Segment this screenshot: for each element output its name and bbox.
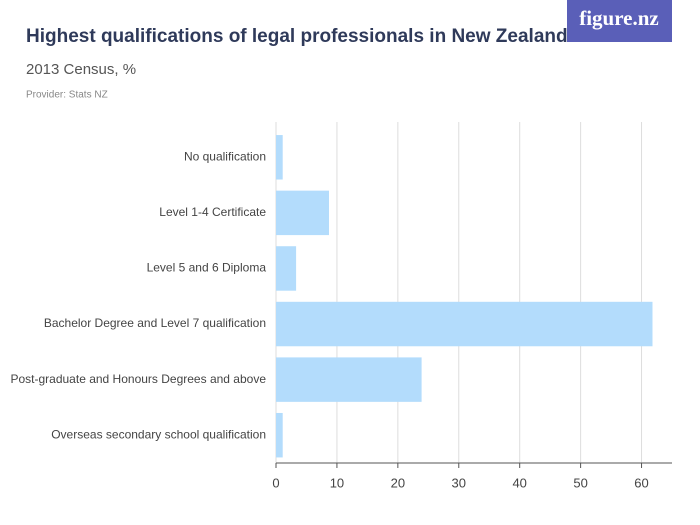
bar bbox=[276, 301, 653, 347]
y-tick-label: Level 5 and 6 Diploma bbox=[147, 261, 267, 275]
bar bbox=[276, 190, 330, 236]
chart-title: Highest qualifications of legal professi… bbox=[26, 26, 568, 47]
bar bbox=[276, 357, 422, 402]
y-tick-label: Bachelor Degree and Level 7 qualificatio… bbox=[44, 316, 266, 330]
chart-source: Provider: Stats NZ bbox=[26, 90, 108, 101]
x-tick-label: 40 bbox=[512, 475, 526, 490]
y-tick-label: Overseas secondary school qualification bbox=[51, 427, 266, 441]
x-tick-label: 60 bbox=[634, 475, 648, 490]
chart-subtitle: 2013 Census, % bbox=[26, 61, 136, 78]
y-tick-label: Post-graduate and Honours Degrees and ab… bbox=[10, 372, 266, 386]
bar bbox=[276, 135, 283, 180]
bar bbox=[276, 412, 283, 458]
logo: figure.nz bbox=[579, 6, 659, 30]
x-tick-label: 10 bbox=[330, 475, 344, 490]
y-tick-label: Level 1-4 Certificate bbox=[159, 205, 266, 219]
x-tick-label: 0 bbox=[272, 475, 279, 490]
logo-box bbox=[567, 0, 672, 42]
y-tick-label: No qualification bbox=[184, 149, 266, 163]
x-tick-label: 50 bbox=[573, 475, 587, 490]
x-tick-label: 30 bbox=[452, 475, 466, 490]
x-tick-label: 20 bbox=[391, 475, 405, 490]
bar bbox=[276, 246, 297, 291]
